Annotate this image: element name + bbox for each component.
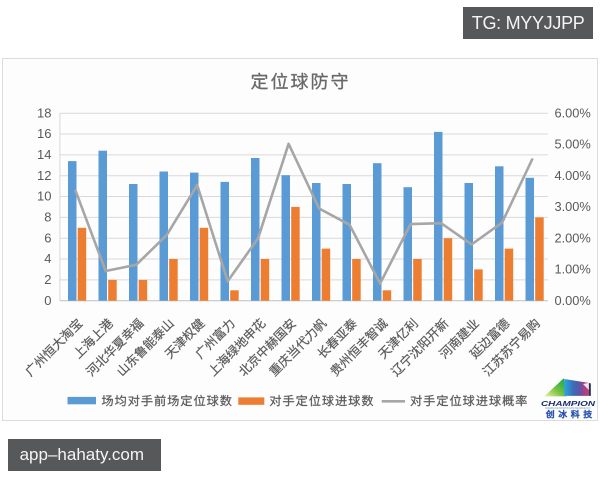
svg-text:5.00%: 5.00% xyxy=(555,137,591,152)
svg-text:CREATE ICE SPORTS DATA TECHNOL: CREATE ICE SPORTS DATA TECHNOLOGY xyxy=(545,406,591,410)
svg-text:2: 2 xyxy=(44,272,51,287)
svg-text:18: 18 xyxy=(37,105,51,120)
svg-text:6.00%: 6.00% xyxy=(555,105,591,120)
svg-text:4: 4 xyxy=(44,251,51,266)
svg-text:3.00%: 3.00% xyxy=(555,199,591,214)
svg-text:6: 6 xyxy=(44,230,51,245)
svg-text:10: 10 xyxy=(37,189,51,204)
svg-text:14: 14 xyxy=(37,147,51,162)
svg-text:0.00%: 0.00% xyxy=(555,293,591,308)
svg-text:16: 16 xyxy=(37,126,51,141)
svg-text:12: 12 xyxy=(37,168,51,183)
svg-text:2.00%: 2.00% xyxy=(555,230,591,245)
svg-text:4.00%: 4.00% xyxy=(555,168,591,183)
svg-text:0: 0 xyxy=(44,293,51,308)
svg-text:8: 8 xyxy=(44,210,51,225)
svg-text:1.00%: 1.00% xyxy=(555,262,591,277)
svg-text:CHAMPION: CHAMPION xyxy=(541,399,596,408)
